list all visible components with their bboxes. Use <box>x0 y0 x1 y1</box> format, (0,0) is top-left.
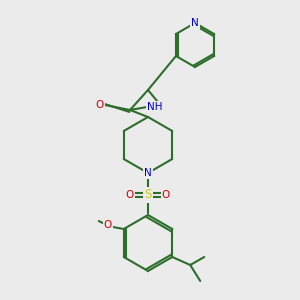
Text: N: N <box>144 168 152 178</box>
Text: O: O <box>126 190 134 200</box>
Text: O: O <box>162 190 170 200</box>
Text: N: N <box>191 18 199 28</box>
Text: O: O <box>103 220 112 230</box>
Text: O: O <box>96 100 104 110</box>
Text: S: S <box>144 188 152 202</box>
Text: NH: NH <box>147 102 163 112</box>
